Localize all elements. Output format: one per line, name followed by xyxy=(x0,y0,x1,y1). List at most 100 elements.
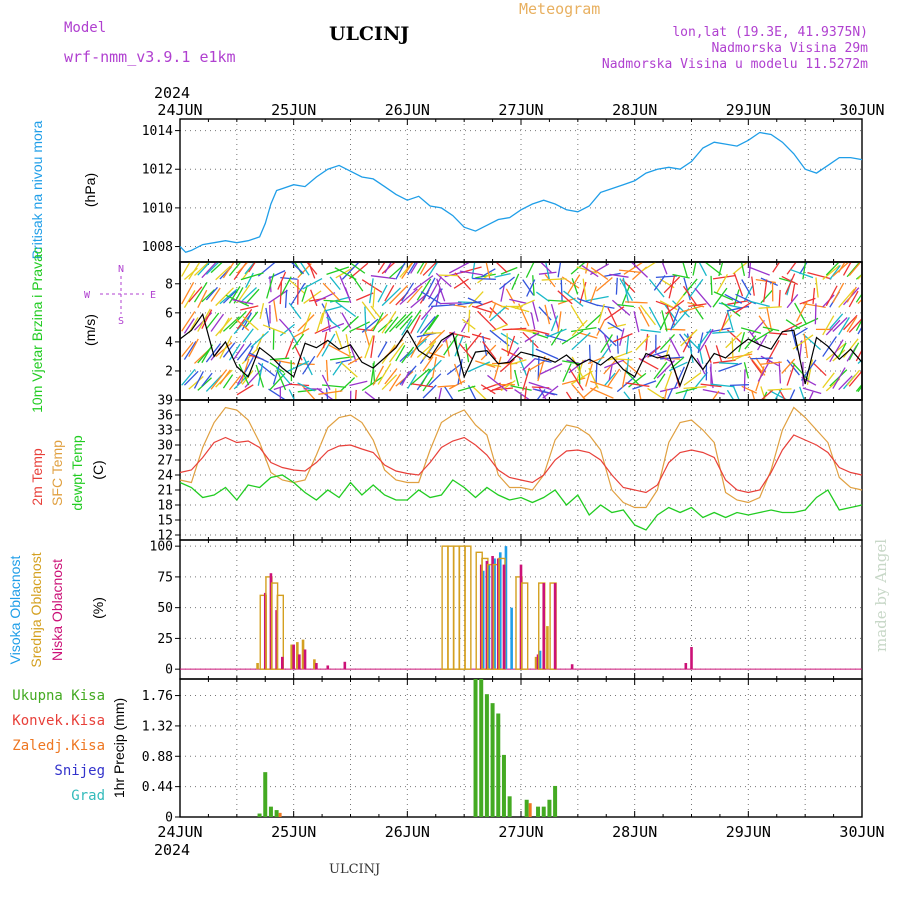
wind-arrow xyxy=(288,302,302,320)
wind-arrow xyxy=(832,282,845,303)
wind-arrow xyxy=(280,276,292,296)
wind-arrow xyxy=(477,310,497,331)
wind-arrow xyxy=(532,275,535,296)
wind-arrow xyxy=(792,334,814,350)
wind-arrow xyxy=(290,262,305,275)
wind-arrow xyxy=(846,369,861,386)
total-precip-bar xyxy=(524,799,529,817)
wind-arrow xyxy=(846,286,857,303)
date-label-top: 26JUN xyxy=(385,101,430,119)
wind-arrow xyxy=(621,359,643,378)
wind-arrow xyxy=(679,305,704,314)
wind-arrow xyxy=(673,366,685,389)
wind-arrow xyxy=(188,262,201,280)
wind-arrow xyxy=(244,345,254,362)
wind-arrow xyxy=(491,301,510,310)
wind-arrow xyxy=(201,344,213,364)
wind-arrow xyxy=(401,318,413,336)
wind-arrow xyxy=(557,297,576,305)
wind-arrow xyxy=(825,285,838,307)
wind-arrow xyxy=(506,333,509,354)
wind-arrow xyxy=(538,306,552,321)
mid-cloud-bar xyxy=(534,656,538,670)
wind-arrow xyxy=(518,328,540,335)
wind-arrow xyxy=(697,343,704,364)
wind-arrow xyxy=(235,318,250,331)
low-cloud-bar xyxy=(292,644,295,670)
wind-arrow xyxy=(410,314,421,334)
wind-arrow xyxy=(712,359,736,364)
wind-arrow xyxy=(659,309,671,331)
wind-arrow xyxy=(350,273,364,292)
wind-arrow xyxy=(653,361,668,380)
wind-unit-label: (m/s) xyxy=(82,314,98,346)
wind-arrow xyxy=(370,335,375,358)
wind-arrow xyxy=(502,327,527,331)
wind-arrow xyxy=(802,262,807,280)
wind-arrow xyxy=(444,386,454,400)
wind-arrow xyxy=(240,305,259,311)
y-tick-label: 15 xyxy=(157,514,173,529)
wind-arrow xyxy=(487,374,508,392)
wind-arrow xyxy=(420,291,442,305)
wind-arrow xyxy=(210,287,221,302)
high-cloud-bar xyxy=(487,564,491,670)
wind-arrow xyxy=(664,344,671,361)
wind-arrow xyxy=(215,265,231,281)
wind-arrow xyxy=(571,332,591,351)
wind-arrow xyxy=(843,314,858,331)
y-tick-label: 6 xyxy=(165,306,173,321)
wind-arrow xyxy=(275,367,292,386)
temperature-unit-label: (C) xyxy=(90,460,106,479)
wind-arrow xyxy=(427,262,439,277)
model-label: Model xyxy=(64,20,107,36)
wind-arrow xyxy=(842,262,852,276)
wind-arrow xyxy=(734,301,753,314)
wind-arrow xyxy=(384,316,399,334)
wind-arrow xyxy=(293,344,303,361)
wind-arrow xyxy=(395,344,406,362)
wind-arrow xyxy=(219,317,230,334)
wind-arrow xyxy=(557,262,562,278)
y-tick-label: 30 xyxy=(157,439,173,454)
wind-arrow xyxy=(205,286,218,301)
wind-arrow xyxy=(410,368,430,386)
wind-arrow xyxy=(535,291,550,303)
wind-arrow xyxy=(197,289,208,308)
wind-arrow xyxy=(846,316,858,333)
wind-arrow xyxy=(590,380,613,389)
wind-arrow xyxy=(661,310,668,332)
pressure-panel xyxy=(179,118,863,263)
wind-arrow xyxy=(720,310,729,331)
wind-arrow xyxy=(437,385,456,388)
total-precip-bar xyxy=(547,799,552,817)
wind-arrow xyxy=(228,286,241,304)
compass-e: E xyxy=(150,290,156,301)
wind-arrow xyxy=(326,313,331,332)
wind-arrow xyxy=(579,281,587,305)
wind-arrow xyxy=(449,380,466,390)
wind-arrow xyxy=(656,353,673,363)
wind-arrow xyxy=(399,315,413,330)
elevation-label: Nadmorska Visina 29m xyxy=(711,41,868,56)
wind-arrow xyxy=(607,350,633,361)
date-label-bottom: 27JUN xyxy=(498,823,543,841)
temp-2m-axis-title: 2m Temp xyxy=(29,448,45,506)
wind-arrow xyxy=(786,262,797,275)
wind-arrow xyxy=(510,306,530,313)
wind-arrow xyxy=(680,329,698,347)
wind-arrow xyxy=(789,268,814,279)
wind-arrow xyxy=(526,279,536,297)
wind-arrow xyxy=(188,376,204,390)
wind-arrow xyxy=(532,329,550,335)
wind-arrow xyxy=(395,262,407,280)
wind-arrow xyxy=(829,369,848,387)
wind-arrow xyxy=(279,323,296,337)
wind-arrow xyxy=(244,262,256,275)
wind-arrow xyxy=(303,290,322,304)
wind-arrow xyxy=(349,343,357,363)
wind-arrow xyxy=(381,262,397,275)
wind-arrow xyxy=(416,278,432,301)
wind-arrow xyxy=(588,367,599,389)
